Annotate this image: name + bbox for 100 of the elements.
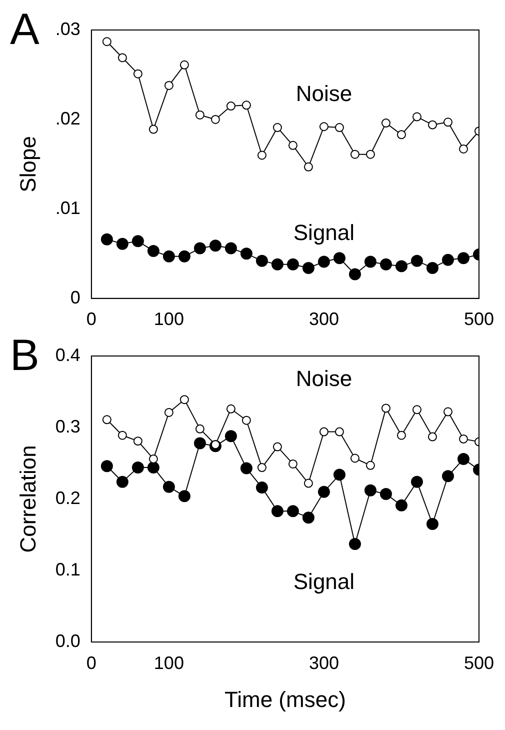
- y-tick-label: 0.3: [55, 416, 80, 436]
- point: [395, 260, 408, 272]
- point: [348, 538, 361, 550]
- point: [102, 37, 112, 46]
- point: [443, 407, 452, 416]
- point: [148, 124, 158, 134]
- point: [286, 505, 299, 518]
- point: [116, 238, 128, 250]
- y-tick-label: .01: [55, 198, 80, 218]
- point: [257, 463, 266, 472]
- point: [304, 478, 313, 488]
- point: [210, 440, 220, 450]
- point: [209, 240, 222, 252]
- point: [272, 123, 282, 132]
- point: [426, 518, 438, 530]
- point: [333, 252, 346, 264]
- point: [426, 262, 438, 274]
- point: [224, 242, 237, 254]
- point: [178, 490, 190, 502]
- point: [428, 432, 437, 442]
- point: [334, 123, 344, 132]
- y-tick-label: 0.2: [55, 488, 80, 508]
- x-tick-label: 100: [154, 309, 184, 330]
- point: [333, 468, 346, 481]
- point: [116, 476, 128, 488]
- point: [396, 430, 406, 440]
- y-axis-title: Correlation: [15, 445, 40, 553]
- y-tick-label: 0: [70, 287, 80, 308]
- point: [133, 69, 142, 78]
- point: [366, 150, 375, 159]
- point: [396, 130, 406, 140]
- point: [350, 150, 360, 159]
- point: [364, 484, 376, 496]
- chart-title: A: [10, 5, 40, 54]
- point: [164, 408, 174, 417]
- point: [395, 499, 408, 512]
- point: [164, 80, 174, 90]
- point: [271, 258, 284, 270]
- point: [102, 415, 112, 424]
- point: [147, 462, 160, 474]
- x-tick-label: 500: [464, 309, 494, 330]
- point: [380, 488, 392, 500]
- point: [147, 244, 160, 257]
- series-label: Noise: [296, 81, 352, 106]
- point: [180, 60, 189, 70]
- point: [178, 250, 190, 262]
- x-tick-label: 0: [86, 652, 96, 673]
- x-axis-title: Time (msec): [224, 686, 346, 712]
- y-tick-label: 0.0: [55, 630, 80, 651]
- point: [381, 118, 390, 128]
- point: [132, 235, 144, 248]
- point: [100, 233, 113, 246]
- series-label: Signal: [293, 569, 355, 594]
- point: [410, 254, 423, 267]
- point: [286, 258, 299, 270]
- y-tick-label: 0.1: [55, 559, 80, 580]
- point: [302, 512, 314, 524]
- point: [288, 140, 298, 150]
- series-label: Noise: [296, 366, 352, 392]
- point: [256, 482, 268, 494]
- x-tick-label: 500: [464, 652, 494, 673]
- point: [240, 248, 252, 260]
- point: [380, 258, 392, 270]
- y-axis-title: Slope: [15, 136, 40, 192]
- point: [195, 424, 204, 434]
- point: [162, 480, 175, 493]
- chart-title: B: [10, 331, 40, 380]
- point: [133, 436, 142, 446]
- point: [118, 430, 127, 440]
- series-label: Signal: [293, 220, 355, 246]
- point: [304, 162, 313, 172]
- point: [458, 434, 468, 444]
- x-tick-label: 100: [154, 652, 184, 673]
- x-tick-label: 0: [86, 309, 96, 330]
- point: [194, 437, 206, 450]
- y-tick-label: .03: [55, 18, 80, 39]
- point: [318, 256, 330, 268]
- point: [240, 462, 252, 474]
- point: [302, 262, 314, 274]
- x-tick-label: 300: [308, 309, 339, 330]
- point: [442, 254, 454, 266]
- point: [458, 144, 468, 154]
- y-tick-label: .02: [55, 108, 80, 128]
- point: [410, 476, 423, 488]
- point: [226, 102, 236, 111]
- point: [226, 404, 236, 414]
- point: [148, 454, 158, 464]
- point: [210, 114, 220, 124]
- point: [180, 395, 189, 404]
- point: [443, 118, 452, 127]
- point: [442, 470, 454, 482]
- point: [272, 442, 282, 452]
- point: [257, 150, 266, 160]
- point: [334, 427, 344, 436]
- point: [348, 268, 361, 280]
- point: [195, 110, 204, 120]
- point: [412, 405, 422, 414]
- x-tick-label: 300: [308, 652, 339, 673]
- point: [412, 112, 422, 122]
- point: [242, 416, 251, 425]
